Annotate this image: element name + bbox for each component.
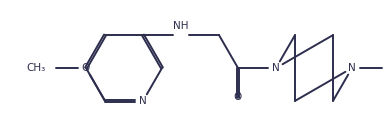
Text: CH₃: CH₃ xyxy=(27,63,46,73)
Text: N: N xyxy=(272,63,280,73)
Text: N: N xyxy=(348,63,356,73)
Text: NH: NH xyxy=(173,21,189,31)
Text: O: O xyxy=(234,92,242,102)
Text: O: O xyxy=(82,63,90,73)
Text: N: N xyxy=(139,96,147,106)
